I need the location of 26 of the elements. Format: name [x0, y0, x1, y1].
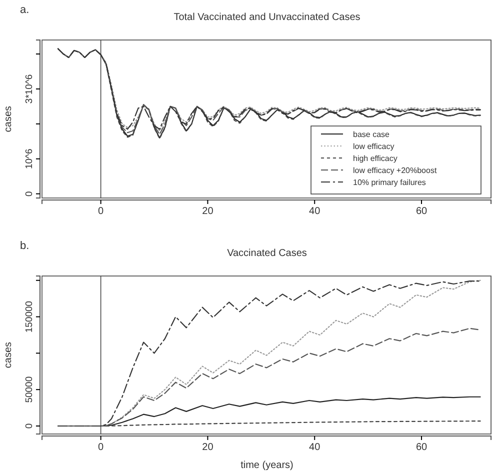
- x-tick-label: 0: [98, 206, 104, 218]
- y-tick-label: 0: [24, 423, 35, 429]
- x-tick-label: 20: [202, 442, 214, 454]
- y-tick-label: 3*10^6: [24, 74, 35, 104]
- y-tick-label: 150000: [24, 300, 35, 333]
- y-tick-label: 10^6: [24, 148, 35, 170]
- y-axis-title: cases: [3, 342, 14, 368]
- y-tick-label: 0: [24, 191, 35, 196]
- chart-title: Vaccinated Cases: [227, 248, 307, 259]
- text: b.: [20, 240, 30, 252]
- x-tick-label: 60: [416, 442, 428, 454]
- x-tick-label: 60: [416, 206, 428, 218]
- legend-label: low efficacy: [353, 142, 394, 151]
- x-axis-title: time (years): [240, 460, 294, 471]
- legend-label: 10% primary failures: [353, 178, 426, 187]
- legend-label: base case: [353, 130, 390, 139]
- legend-label: low efficacy +20%boost: [353, 166, 438, 175]
- text: a.: [20, 4, 30, 16]
- x-tick-label: 20: [202, 206, 214, 218]
- chart-title: Total Vaccinated and Unvaccinated Cases: [174, 12, 360, 23]
- x-tick-label: 40: [309, 442, 321, 454]
- x-tick-label: 40: [309, 206, 321, 218]
- y-axis-title: cases: [3, 106, 14, 132]
- y-tick-label: 50000: [24, 376, 35, 403]
- x-tick-label: 0: [98, 442, 104, 454]
- legend-label: high efficacy: [353, 154, 398, 163]
